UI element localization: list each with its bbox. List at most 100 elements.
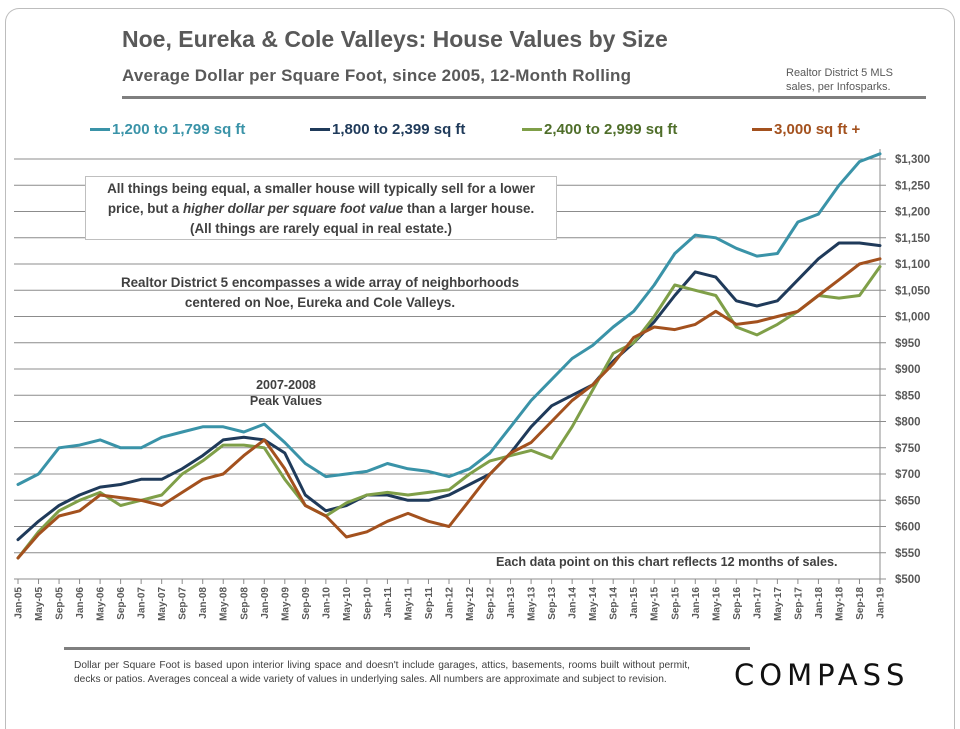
y-tick-label: $1,150 <box>895 233 930 245</box>
peak-line-1: 2007-2008 <box>256 378 316 392</box>
x-tick-label: May-18 <box>834 587 845 621</box>
series-line-2 <box>16 241 882 542</box>
chart-subtitle: Average Dollar per Square Foot, since 20… <box>122 66 632 85</box>
slide-frame <box>5 8 955 729</box>
x-tick-label: Sep-16 <box>732 587 743 620</box>
x-tick-label: May-17 <box>773 587 784 621</box>
series-line-4 <box>16 257 882 560</box>
y-tick-label: $1,200 <box>895 207 930 219</box>
x-tick-label: Jan-09 <box>260 587 271 619</box>
x-tick-label: May-05 <box>34 587 45 621</box>
y-tick-label: $1,300 <box>895 154 930 166</box>
legend-item-1200-1799: 1,200 to 1,799 sq ft <box>90 121 245 138</box>
legend-item-2400-2999: 2,400 to 2,999 sq ft <box>522 121 677 138</box>
y-tick-label: $1,100 <box>895 259 930 271</box>
x-tick-label: Sep-08 <box>239 587 250 620</box>
x-tick-label: Sep-11 <box>424 587 435 620</box>
y-axis-labels: $500 $550 $600 $650 $700 $750 $800 $850 $900 $950… <box>895 154 930 586</box>
x-tick-label: Sep-05 <box>55 587 66 620</box>
x-tick-label: Sep-13 <box>547 587 558 620</box>
legend-label-3000-plus: 3,000 sq ft + <box>774 121 861 138</box>
legend-swatch-2400-2999 <box>522 128 542 131</box>
x-tick-label: Sep-15 <box>670 587 681 620</box>
legend-swatch-1200-1799 <box>90 128 110 131</box>
peak-line-2: Peak Values <box>249 394 323 408</box>
axes <box>14 149 886 584</box>
source-line-1: Realtor District 5 MLS <box>786 67 893 79</box>
x-tick-label: Jan-10 <box>321 587 332 619</box>
x-tick-label: May-15 <box>650 587 661 621</box>
y-tick-label: $750 <box>895 443 921 455</box>
note-line-3: (All things are rarely equal in real est… <box>190 221 452 236</box>
x-tick-label: Jan-14 <box>568 587 579 619</box>
x-tick-label: Sep-10 <box>362 587 373 620</box>
y-tick-label: $900 <box>895 364 921 376</box>
district-line-1: Realtor District 5 encompasses a wide ar… <box>120 275 520 290</box>
y-tick-label: $500 <box>895 574 921 586</box>
x-tick-label: Sep-12 <box>486 587 497 620</box>
x-tick-label: Jan-19 <box>876 587 887 619</box>
note-line-2: price, but a higher dollar per square fo… <box>86 199 556 219</box>
x-tick-label: Jan-13 <box>506 587 517 619</box>
chart-legend: 1,200 to 1,799 sq ft 1,800 to 2,399 sq f… <box>0 121 960 143</box>
legend-item-3000-plus: 3,000 sq ft + <box>752 121 860 138</box>
source-note: Realtor District 5 MLS sales, per Infosp… <box>786 66 893 94</box>
x-tick-label: Jan-18 <box>814 587 825 619</box>
legend-item-1800-2399: 1,800 to 2,399 sq ft <box>310 121 465 138</box>
y-tick-label: $550 <box>895 548 921 560</box>
comparison-note-box: All things being equal, a smaller house … <box>85 176 557 240</box>
y-tick-label: $800 <box>895 417 921 429</box>
compass-logo: COMPASS <box>734 658 910 692</box>
x-tick-label: May-12 <box>465 587 476 621</box>
x-tick-label: Jan-07 <box>137 587 148 619</box>
y-tick-label: $1,000 <box>895 312 930 324</box>
x-tick-label: Jan-06 <box>75 587 86 619</box>
x-tick-label: May-09 <box>280 587 291 621</box>
x-tick-label: Jan-12 <box>445 587 456 619</box>
series-line-1 <box>16 152 882 486</box>
y-tick-label: $850 <box>895 390 921 402</box>
x-tick-label: Jan-16 <box>691 587 702 619</box>
legend-swatch-1800-2399 <box>310 128 330 131</box>
x-tick-label: Sep-17 <box>793 587 804 620</box>
x-tick-label: Sep-09 <box>301 587 312 620</box>
series-lines <box>16 152 882 560</box>
y-tick-label: $600 <box>895 522 921 534</box>
x-tick-label: May-11 <box>403 587 414 621</box>
legend-label-2400-2999: 2,400 to 2,999 sq ft <box>544 121 678 138</box>
x-tick-label: May-13 <box>527 587 538 621</box>
y-tick-label: $1,050 <box>895 285 930 297</box>
x-tick-label: Jan-05 <box>14 587 25 619</box>
peak-values-annotation: 2007-2008 Peak Values <box>236 377 336 409</box>
x-tick-label: May-06 <box>96 587 107 621</box>
note-line-2-post: than a larger house. <box>403 201 535 216</box>
y-tick-label: $950 <box>895 338 921 350</box>
series-line-3 <box>16 265 882 560</box>
x-tick-label: May-16 <box>711 587 722 621</box>
legend-label-1800-2399: 1,800 to 2,399 sq ft <box>332 121 466 138</box>
x-tick-label: Jan-15 <box>629 587 640 619</box>
x-tick-label: Jan-17 <box>752 587 763 619</box>
x-tick-label: May-08 <box>219 587 230 621</box>
x-tick-label: May-14 <box>588 587 599 621</box>
y-tick-label: $700 <box>895 469 921 481</box>
x-axis-labels: Jan-05 May-05 Sep-05 Jan-06 May-06 Sep-06 Jan-… <box>14 587 887 621</box>
note-line-2-italic: higher dollar per square foot value <box>182 201 404 216</box>
x-tick-label: Sep-07 <box>178 587 189 620</box>
source-line-2: sales, per Infosparks. <box>786 81 891 93</box>
x-tick-label: May-10 <box>342 587 353 621</box>
note-line-2-pre: price, but a <box>107 201 183 216</box>
x-tick-label: Sep-18 <box>855 587 866 620</box>
footer-rule <box>64 647 750 650</box>
note-line-1: All things being equal, a smaller house … <box>107 181 535 196</box>
header-rule <box>122 96 926 99</box>
y-tick-label: $1,250 <box>895 180 930 192</box>
data-point-note: Each data point on this chart reflects 1… <box>496 555 838 569</box>
x-tick-label: Jan-08 <box>198 587 209 619</box>
chart-title: Noe, Eureka & Cole Valleys: House Values… <box>122 26 668 52</box>
y-tick-label: $650 <box>895 495 921 507</box>
x-tick-label: Jan-11 <box>383 587 394 619</box>
footnote: Dollar per Square Foot is based upon int… <box>74 660 690 685</box>
x-tick-label: May-07 <box>157 587 168 621</box>
